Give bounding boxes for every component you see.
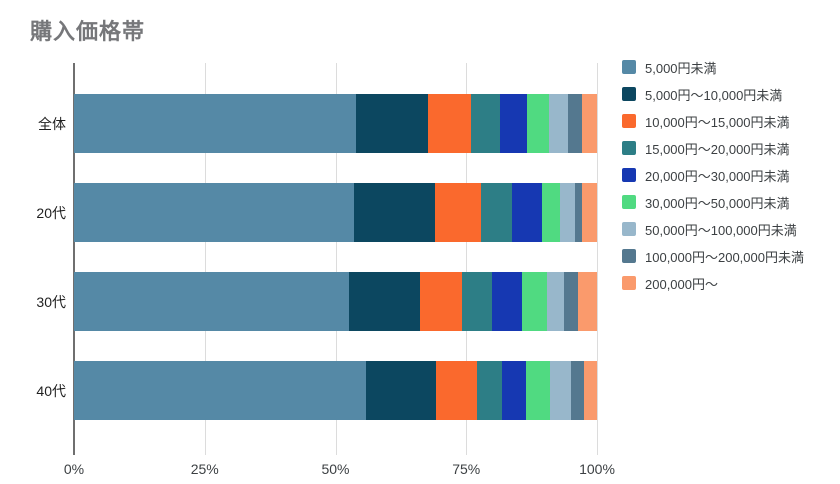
legend-item[interactable]: 10,000円～15,000円未満 xyxy=(622,114,804,130)
legend: 5,000円未満 5,000円～10,000円未満 10,000円～15,000円未… xyxy=(622,60,804,303)
legend-item[interactable]: 200,000円～ xyxy=(622,276,804,292)
bar-segment[interactable] xyxy=(428,94,471,153)
legend-swatch-icon xyxy=(622,222,636,236)
legend-label: 50,000円～100,000円未満 xyxy=(645,222,797,238)
bar-segment[interactable] xyxy=(492,272,523,331)
x-axis-labels: 0% 25% 50% 75% 100% xyxy=(64,461,615,481)
bar-segment[interactable] xyxy=(548,94,568,153)
bar-segment[interactable] xyxy=(74,361,366,420)
x-tick-label: 100% xyxy=(579,461,615,477)
legend-item[interactable]: 50,000円～100,000円未満 xyxy=(622,222,804,238)
bar-segment[interactable] xyxy=(477,361,503,420)
legend-item[interactable]: 15,000円～20,000円未満 xyxy=(622,141,804,157)
legend-swatch-icon xyxy=(622,87,636,101)
legend-label: 15,000円～20,000円未満 xyxy=(645,141,790,157)
legend-label: 100,000円～200,000円未満 xyxy=(645,249,804,265)
legend-swatch-icon xyxy=(622,60,636,74)
bar-segment[interactable] xyxy=(480,183,512,242)
legend-swatch-icon xyxy=(622,249,636,263)
bar-segment[interactable] xyxy=(567,94,582,153)
bar-segment[interactable] xyxy=(574,183,583,242)
category-label-20代: 20代 xyxy=(36,204,66,221)
bar-segment[interactable] xyxy=(577,272,597,331)
bar-segment[interactable] xyxy=(581,94,597,153)
bar-segment[interactable] xyxy=(349,272,421,331)
legend-label: 200,000円～ xyxy=(645,276,718,292)
legend-item[interactable]: 100,000円～200,000円未満 xyxy=(622,249,804,265)
category-label-40代: 40代 xyxy=(36,382,66,399)
legend-item[interactable]: 20,000円～30,000円未満 xyxy=(622,168,804,184)
bar-segment[interactable] xyxy=(74,272,350,331)
bar-segment[interactable] xyxy=(550,361,572,420)
gridline xyxy=(335,63,337,455)
legend-label: 20,000円～30,000円未満 xyxy=(645,168,790,184)
legend-swatch-icon xyxy=(622,276,636,290)
gridline xyxy=(466,63,468,455)
bar-row-30代 xyxy=(74,272,597,331)
legend-item[interactable]: 5,000円～10,000円未満 xyxy=(622,87,804,103)
gridline xyxy=(204,63,206,455)
legend-swatch-icon xyxy=(622,141,636,155)
bar-segment[interactable] xyxy=(526,361,551,420)
bar-segment[interactable] xyxy=(583,361,597,420)
bar-segment[interactable] xyxy=(547,272,564,331)
bar-segment[interactable] xyxy=(541,183,560,242)
legend-label: 5,000円～10,000円未満 xyxy=(645,87,783,103)
y-axis-labels: 全体 20代 30代 40代 xyxy=(0,63,66,455)
legend-item[interactable]: 30,000円～50,000円未満 xyxy=(622,195,804,211)
bar-segment[interactable] xyxy=(462,272,493,331)
chart-title: 購入価格帯 xyxy=(30,19,146,44)
bar-row-全体 xyxy=(74,94,597,153)
bar-segment[interactable] xyxy=(559,183,575,242)
plot-area xyxy=(73,63,598,455)
x-tick-label: 50% xyxy=(321,461,350,477)
gridline xyxy=(597,63,598,455)
legend-swatch-icon xyxy=(622,168,636,182)
bar-segment[interactable] xyxy=(365,361,436,420)
bar-segment[interactable] xyxy=(356,94,429,153)
legend-item[interactable]: 5,000円未満 xyxy=(622,60,804,76)
bar-segment[interactable] xyxy=(582,183,597,242)
bar-segment[interactable] xyxy=(522,272,548,331)
x-tick-label: 25% xyxy=(190,461,219,477)
bar-segment[interactable] xyxy=(499,94,527,153)
x-tick-label: 0% xyxy=(63,461,85,477)
legend-swatch-icon xyxy=(622,195,636,209)
bar-segment[interactable] xyxy=(526,94,549,153)
x-tick-label: 75% xyxy=(452,461,481,477)
bar-segment[interactable] xyxy=(353,183,435,242)
bar-segment[interactable] xyxy=(564,272,578,331)
bar-segment[interactable] xyxy=(74,183,354,242)
category-label-30代: 30代 xyxy=(36,293,66,310)
bar-segment[interactable] xyxy=(434,183,481,242)
legend-label: 5,000円未満 xyxy=(645,60,717,76)
bar-row-40代 xyxy=(74,361,597,420)
legend-swatch-icon xyxy=(622,114,636,128)
legend-label: 10,000円～15,000円未満 xyxy=(645,114,790,130)
bar-segment[interactable] xyxy=(435,361,478,420)
category-label-全体: 全体 xyxy=(38,115,66,132)
bar-segment[interactable] xyxy=(470,94,500,153)
bar-segment[interactable] xyxy=(571,361,584,420)
bar-segment[interactable] xyxy=(511,183,542,242)
bar-row-20代 xyxy=(74,183,597,242)
bar-segment[interactable] xyxy=(420,272,463,331)
y-axis-line xyxy=(73,63,75,455)
legend-label: 30,000円～50,000円未満 xyxy=(645,195,790,211)
bar-segment[interactable] xyxy=(502,361,527,420)
bar-segment[interactable] xyxy=(74,94,357,153)
